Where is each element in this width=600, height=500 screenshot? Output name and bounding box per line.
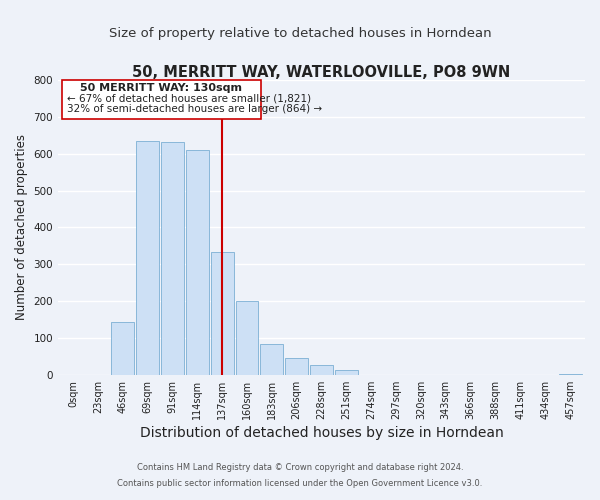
Bar [285, 358, 308, 375]
Bar [211, 252, 233, 375]
Bar [335, 370, 358, 375]
Bar [310, 365, 333, 375]
Text: 32% of semi-detached houses are larger (864) →: 32% of semi-detached houses are larger (… [67, 104, 322, 114]
Text: Contains public sector information licensed under the Open Government Licence v3: Contains public sector information licen… [118, 478, 482, 488]
Bar [136, 141, 159, 375]
Bar [111, 322, 134, 375]
Text: ← 67% of detached houses are smaller (1,821): ← 67% of detached houses are smaller (1,… [67, 94, 311, 104]
Bar [161, 142, 184, 375]
X-axis label: Distribution of detached houses by size in Horndean: Distribution of detached houses by size … [140, 426, 503, 440]
Bar [186, 150, 209, 375]
Text: Contains HM Land Registry data © Crown copyright and database right 2024.: Contains HM Land Registry data © Crown c… [137, 464, 463, 472]
Title: 50, MERRITT WAY, WATERLOOVILLE, PO8 9WN: 50, MERRITT WAY, WATERLOOVILLE, PO8 9WN [133, 65, 511, 80]
Text: Size of property relative to detached houses in Horndean: Size of property relative to detached ho… [109, 28, 491, 40]
Bar [236, 301, 259, 375]
Bar [260, 344, 283, 375]
Y-axis label: Number of detached properties: Number of detached properties [15, 134, 28, 320]
FancyBboxPatch shape [62, 80, 260, 118]
Bar [559, 374, 581, 375]
Text: 50 MERRITT WAY: 130sqm: 50 MERRITT WAY: 130sqm [80, 83, 242, 93]
